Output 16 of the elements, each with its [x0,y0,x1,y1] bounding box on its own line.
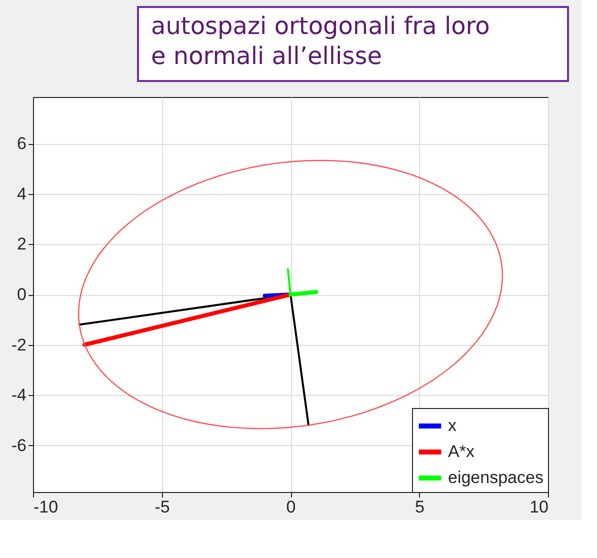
y-tick-label: 0 [17,285,26,304]
y-tick-label: -2 [11,335,26,354]
x-tick-label: -10 [34,498,58,516]
x-tick-label: 5 [415,498,424,516]
x-tick-label: 0 [286,498,296,516]
x-tick-label: 10 [530,498,548,516]
y-tick-label: -4 [11,386,26,405]
y-tick-label: 6 [17,134,26,154]
legend-label: x [448,416,457,435]
legend-label: eigenspaces [448,468,544,487]
y-tick-label: 4 [17,184,26,204]
y-tick-label: -6 [11,436,26,455]
legend-label: A*x [448,442,475,461]
y-tick-label: 2 [17,234,26,254]
x-tick-label: -5 [154,498,170,516]
text: autospazi ortogonali fra loro e normali all’ellisse [151,12,490,70]
